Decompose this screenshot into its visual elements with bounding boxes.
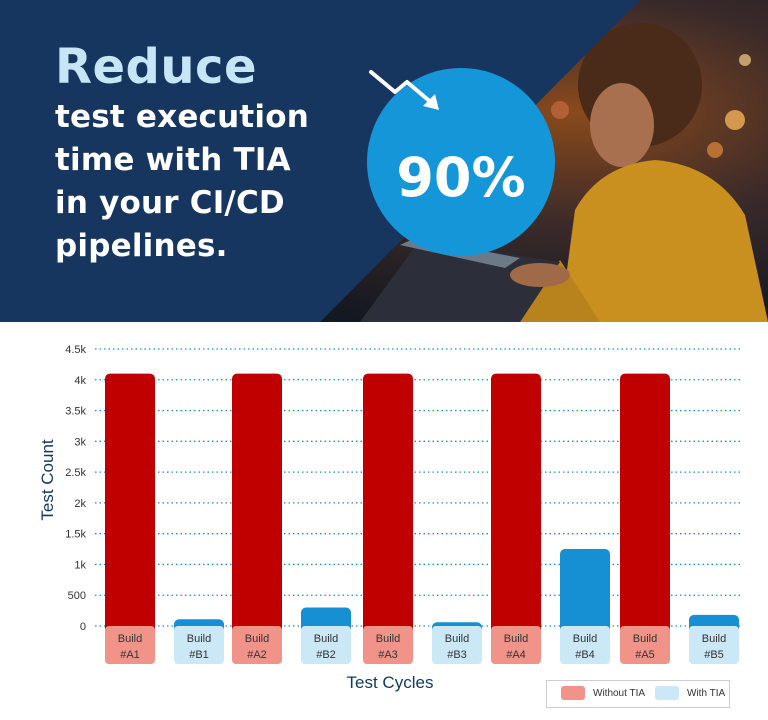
- y-tick-label: 0: [80, 621, 86, 633]
- x-tick-label-line-2: #A1: [120, 649, 140, 661]
- x-label-box-without: [491, 626, 541, 664]
- y-tick-label: 2.5k: [65, 467, 86, 479]
- bar-without-tia: [620, 373, 670, 636]
- x-label-box-with: [689, 626, 739, 664]
- legend-label-without-tia: Without TIA: [593, 688, 646, 699]
- y-tick-label: 2k: [74, 498, 86, 510]
- x-axis-label: Test Cycles: [346, 673, 434, 692]
- x-label-box-with: [174, 626, 224, 664]
- x-tick-label-line-1: Build: [245, 633, 269, 645]
- bar-without-tia: [363, 373, 413, 636]
- legend-label-with-tia: With TIA: [687, 688, 726, 699]
- bar-without-tia: [491, 373, 541, 636]
- y-tick-label: 1.5k: [65, 529, 86, 541]
- legend-swatch-without-tia: [561, 686, 585, 701]
- headline-line-2: time with TIA: [55, 142, 291, 178]
- x-tick-label-line-2: #A3: [378, 649, 398, 661]
- bar-without-tia: [232, 373, 282, 636]
- y-axis-label: Test Count: [38, 439, 57, 521]
- x-tick-label-line-2: #A4: [506, 649, 526, 661]
- x-label-box-without: [620, 626, 670, 664]
- x-tick-label-line-2: #B3: [447, 649, 467, 661]
- x-tick-label-line-2: #B1: [189, 649, 209, 661]
- x-tick-label-line-1: Build: [573, 633, 597, 645]
- bar-with-tia: [560, 549, 610, 636]
- hero-banner: Reduce test execution time with TIA in y…: [0, 0, 768, 322]
- x-tick-label-line-2: #A2: [247, 649, 267, 661]
- y-tick-label: 500: [68, 590, 86, 602]
- x-tick-label-line-1: Build: [376, 633, 400, 645]
- legend-swatch-with-tia: [655, 686, 679, 701]
- legend-item-with-tia: With TIA: [655, 686, 725, 702]
- x-tick-label-line-1: Build: [504, 633, 528, 645]
- x-tick-label-line-1: Build: [118, 633, 142, 645]
- x-tick-label-line-2: #A5: [635, 649, 655, 661]
- headline: Reduce test execution time with TIA in y…: [55, 38, 309, 268]
- x-tick-label-line-1: Build: [187, 633, 211, 645]
- y-tick-label: 4k: [74, 375, 86, 387]
- hero-background: [0, 0, 768, 322]
- stat-circle: 90%: [367, 68, 555, 256]
- x-label-box-without: [232, 626, 282, 664]
- stat-value: 90%: [396, 146, 526, 209]
- y-tick-label: 3k: [74, 436, 86, 448]
- x-tick-label-line-1: Build: [633, 633, 657, 645]
- legend: Without TIA With TIA: [546, 680, 730, 708]
- x-label-box-with: [432, 626, 482, 664]
- headline-line-3: in your CI/CD: [55, 185, 285, 221]
- x-label-box-with: [560, 626, 610, 664]
- person-photo: [360, 23, 768, 322]
- y-tick-label: 1k: [74, 559, 86, 571]
- x-label-box-without: [105, 626, 155, 664]
- headline-line-4: pipelines.: [55, 228, 228, 264]
- x-label-box-without: [363, 626, 413, 664]
- x-tick-label-line-1: Build: [445, 633, 469, 645]
- x-tick-label-line-2: #B5: [704, 649, 724, 661]
- x-tick-label-line-2: #B4: [575, 649, 595, 661]
- x-tick-label-line-1: Build: [314, 633, 338, 645]
- x-tick-label-line-2: #B2: [316, 649, 336, 661]
- trend-down-arrow-icon: [369, 70, 439, 110]
- headline-big: Reduce: [55, 39, 258, 95]
- y-tick-label: 3.5k: [65, 406, 86, 418]
- x-label-box-with: [301, 626, 351, 664]
- x-tick-label-line-1: Build: [702, 633, 726, 645]
- legend-item-without-tia: Without TIA: [561, 686, 645, 702]
- headline-line-1: test execution: [55, 99, 310, 135]
- y-tick-label: 4.5k: [65, 344, 86, 356]
- bar-without-tia: [105, 373, 155, 636]
